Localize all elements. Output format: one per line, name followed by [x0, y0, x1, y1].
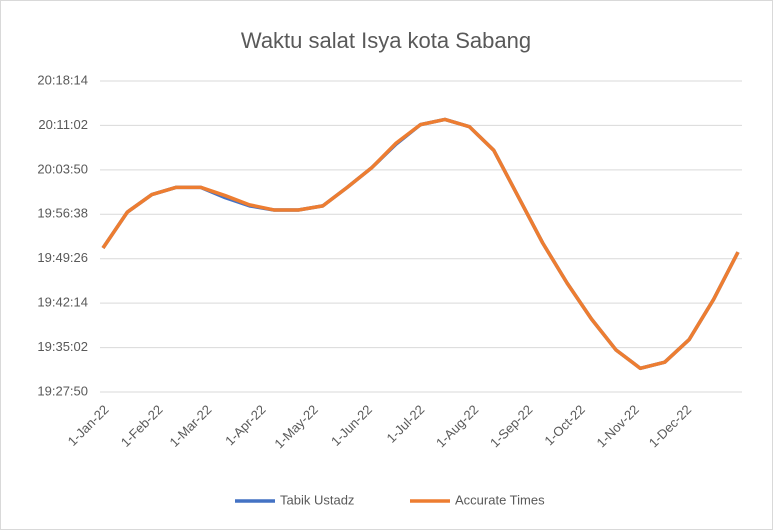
y-tick-label: 20:11:02	[38, 117, 88, 132]
y-tick-label: 19:42:14	[37, 295, 88, 310]
y-tick-label: 20:18:14	[37, 72, 88, 87]
series-line	[101, 117, 740, 371]
y-tick-label: 19:35:02	[37, 339, 88, 354]
chart-title: Waktu salat Isya kota Sabang	[241, 28, 531, 53]
y-tick-label: 19:56:38	[37, 206, 88, 221]
y-tick-label: 20:03:50	[37, 161, 88, 176]
legend-label: Accurate Times	[455, 492, 545, 507]
y-tick-label: 19:27:50	[37, 383, 88, 398]
legend-label: Tabik Ustadz	[280, 492, 354, 507]
y-tick-label: 19:49:26	[37, 250, 88, 265]
